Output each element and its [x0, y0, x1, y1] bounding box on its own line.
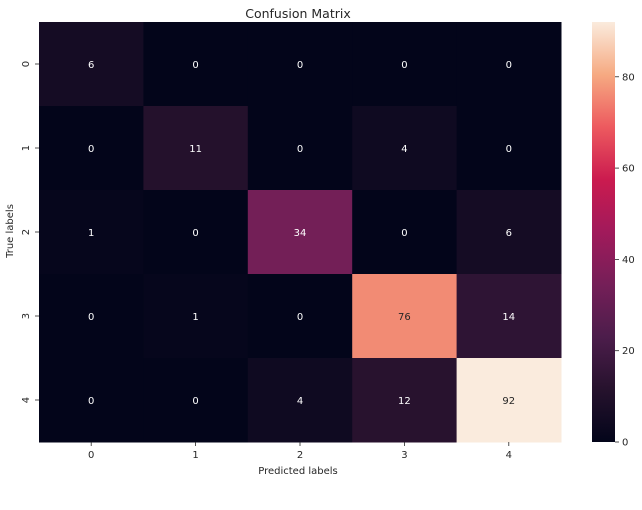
cell-value-2-0: 1 — [88, 228, 94, 239]
heatmap-cell-4-0 — [39, 358, 144, 443]
cell-value-4-3: 12 — [398, 396, 411, 407]
heatmap-cells — [39, 22, 562, 443]
cell-value-4-4: 92 — [502, 396, 515, 407]
x-tick-label-2: 2 — [297, 450, 303, 461]
heatmap-cell-1-3 — [352, 106, 458, 191]
cell-value-1-3: 4 — [401, 144, 407, 155]
heatmap-cell-2-0 — [39, 190, 144, 275]
heatmap-cell-1-2 — [247, 106, 353, 191]
cell-value-4-0: 0 — [88, 396, 94, 407]
cell-value-2-1: 0 — [192, 228, 198, 239]
heatmap-annotations: 6 0 0 0 0 0 11 0 4 0 1 0 34 0 6 0 1 0 76 14 0 0 4 12 92 — [88, 60, 515, 407]
heatmap-cell-3-1 — [143, 274, 249, 359]
chart-title: Confusion Matrix — [245, 6, 351, 21]
cell-value-3-1: 1 — [192, 312, 198, 323]
heatmap-cell-3-0 — [39, 274, 144, 359]
y-axis-label: True labels — [5, 204, 16, 259]
heatmap-cell-0-2 — [247, 22, 353, 107]
heatmap-cell-0-0 — [39, 22, 144, 107]
heatmap-cell-1-1 — [143, 106, 249, 191]
colorbar-tick-label-1: 20 — [622, 346, 635, 357]
heatmap-cell-2-1 — [143, 190, 249, 275]
cell-value-2-3: 0 — [401, 228, 407, 239]
colorbar-tick-label-2: 40 — [622, 255, 635, 266]
y-axis-ticks: 0 1 2 3 4 — [21, 61, 39, 403]
colorbar-tick-label-4: 80 — [622, 72, 635, 83]
colorbar-ticks: 0 20 40 60 80 — [615, 72, 635, 449]
cell-value-0-1: 0 — [192, 60, 198, 71]
x-tick-label-0: 0 — [88, 450, 94, 461]
heatmap-cell-2-4 — [456, 190, 562, 275]
heatmap-cell-4-4 — [456, 358, 562, 443]
heatmap-cell-3-2 — [247, 274, 353, 359]
heatmap-cell-1-0 — [39, 106, 144, 191]
colorbar-tick-label-0: 0 — [622, 438, 628, 449]
cell-value-0-4: 0 — [506, 60, 512, 71]
cell-value-3-2: 0 — [297, 312, 303, 323]
x-tick-label-1: 1 — [192, 450, 198, 461]
heatmap-cell-4-3 — [352, 358, 458, 443]
heatmap-cell-4-1 — [143, 358, 249, 443]
y-tick-label-2: 2 — [21, 229, 32, 235]
heatmap-cell-4-2 — [247, 358, 353, 443]
x-axis-ticks: 0 1 2 3 4 — [88, 442, 512, 461]
heatmap-cell-3-3 — [352, 274, 458, 359]
heatmap-cell-0-1 — [143, 22, 249, 107]
cell-value-2-2: 34 — [294, 228, 307, 239]
cell-value-1-0: 0 — [88, 144, 94, 155]
cell-value-3-0: 0 — [88, 312, 94, 323]
colorbar-tick-label-3: 60 — [622, 164, 635, 175]
heatmap-cell-0-4 — [456, 22, 562, 107]
heatmap-cell-0-3 — [352, 22, 458, 107]
cell-value-1-1: 11 — [189, 144, 202, 155]
cell-value-1-2: 0 — [297, 144, 303, 155]
x-tick-label-3: 3 — [401, 450, 407, 461]
heatmap-cell-1-4 — [456, 106, 562, 191]
y-tick-label-0: 0 — [21, 61, 32, 67]
y-tick-label-1: 1 — [21, 145, 32, 151]
cell-value-3-4: 14 — [502, 312, 515, 323]
cell-value-1-4: 0 — [506, 144, 512, 155]
y-tick-label-3: 3 — [21, 313, 32, 319]
cell-value-0-3: 0 — [401, 60, 407, 71]
x-axis-label: Predicted labels — [258, 466, 338, 477]
cell-value-0-2: 0 — [297, 60, 303, 71]
cell-value-4-2: 4 — [297, 396, 303, 407]
heatmap-cell-3-4 — [456, 274, 562, 359]
x-tick-label-4: 4 — [506, 450, 512, 461]
colorbar — [592, 22, 615, 442]
cell-value-2-4: 6 — [506, 228, 512, 239]
y-tick-label-4: 4 — [21, 397, 32, 403]
cell-value-4-1: 0 — [192, 396, 198, 407]
cell-value-0-0: 6 — [88, 60, 94, 71]
heatmap-cell-2-3 — [352, 190, 458, 275]
cell-value-3-3: 76 — [398, 312, 411, 323]
heatmap-cell-2-2 — [247, 190, 353, 275]
